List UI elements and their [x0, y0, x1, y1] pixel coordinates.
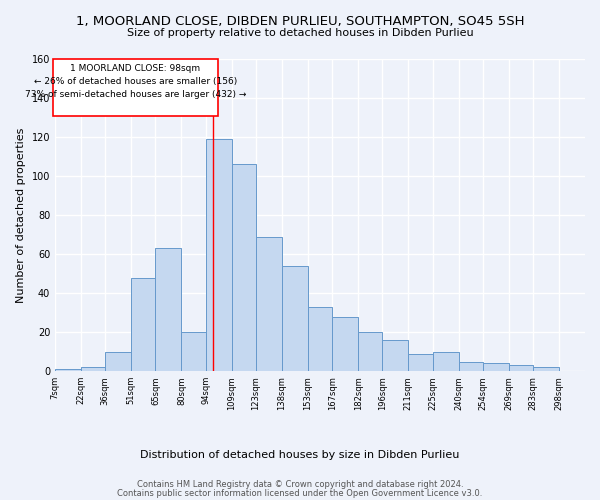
Text: Contains public sector information licensed under the Open Government Licence v3: Contains public sector information licen…: [118, 489, 482, 498]
Bar: [256, 236, 282, 372]
FancyBboxPatch shape: [53, 59, 218, 116]
Bar: [458, 362, 483, 372]
Text: 1 MOORLAND CLOSE: 98sqm: 1 MOORLAND CLOSE: 98sqm: [70, 64, 200, 73]
Bar: [282, 266, 308, 372]
Text: 1, MOORLAND CLOSE, DIBDEN PURLIEU, SOUTHAMPTON, SO45 5SH: 1, MOORLAND CLOSE, DIBDEN PURLIEU, SOUTH…: [76, 15, 524, 28]
Text: 73% of semi-detached houses are larger (432) →: 73% of semi-detached houses are larger (…: [25, 90, 246, 99]
Bar: [131, 278, 155, 372]
Bar: [81, 368, 105, 372]
Text: ← 26% of detached houses are smaller (156): ← 26% of detached houses are smaller (15…: [34, 76, 237, 86]
Bar: [206, 139, 232, 372]
Bar: [105, 352, 131, 372]
Bar: [509, 366, 533, 372]
Bar: [232, 164, 256, 372]
Bar: [308, 307, 332, 372]
Bar: [533, 368, 559, 372]
Bar: [483, 364, 509, 372]
Text: Size of property relative to detached houses in Dibden Purlieu: Size of property relative to detached ho…: [127, 28, 473, 38]
Bar: [382, 340, 409, 372]
Text: Contains HM Land Registry data © Crown copyright and database right 2024.: Contains HM Land Registry data © Crown c…: [137, 480, 463, 489]
Bar: [433, 352, 458, 372]
Bar: [55, 370, 81, 372]
Text: Distribution of detached houses by size in Dibden Purlieu: Distribution of detached houses by size …: [140, 450, 460, 460]
Bar: [358, 332, 382, 372]
Bar: [332, 316, 358, 372]
Bar: [155, 248, 181, 372]
Y-axis label: Number of detached properties: Number of detached properties: [16, 128, 26, 303]
Bar: [409, 354, 433, 372]
Bar: [181, 332, 206, 372]
